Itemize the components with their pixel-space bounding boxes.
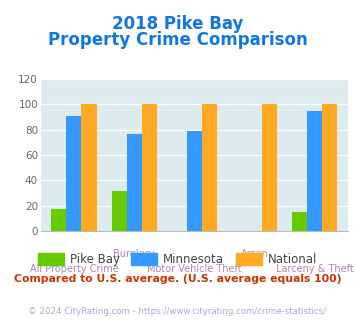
Text: Compared to U.S. average. (U.S. average equals 100): Compared to U.S. average. (U.S. average … xyxy=(14,274,341,284)
Bar xyxy=(111,190,127,231)
Bar xyxy=(142,105,157,231)
Bar xyxy=(127,134,142,231)
Bar xyxy=(292,212,307,231)
Bar xyxy=(307,111,322,231)
Bar xyxy=(202,105,217,231)
Text: All Property Crime: All Property Crime xyxy=(29,264,118,274)
Bar xyxy=(66,116,81,231)
Bar xyxy=(322,105,337,231)
Legend: Pike Bay, Minnesota, National: Pike Bay, Minnesota, National xyxy=(33,248,322,271)
Text: Burglary: Burglary xyxy=(113,249,155,259)
Bar xyxy=(262,105,277,231)
Text: Property Crime Comparison: Property Crime Comparison xyxy=(48,31,307,50)
Text: © 2024 CityRating.com - https://www.cityrating.com/crime-statistics/: © 2024 CityRating.com - https://www.city… xyxy=(28,307,327,316)
Text: Larceny & Theft: Larceny & Theft xyxy=(276,264,354,274)
Text: 2018 Pike Bay: 2018 Pike Bay xyxy=(112,15,243,33)
Text: Motor Vehicle Theft: Motor Vehicle Theft xyxy=(147,264,242,274)
Bar xyxy=(51,210,66,231)
Bar xyxy=(187,131,202,231)
Text: Arson: Arson xyxy=(241,249,268,259)
Bar xyxy=(81,105,97,231)
